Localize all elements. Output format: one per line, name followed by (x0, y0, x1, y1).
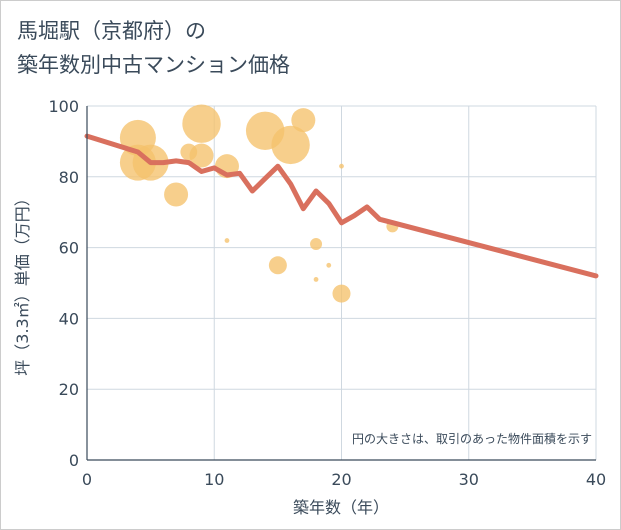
trend-line (84, 133, 599, 279)
bubble-size-note: 円の大きさは、取引のあった物件面積を示す (352, 431, 592, 446)
y-tick-label: 60 (59, 239, 79, 258)
bubble-point (164, 182, 189, 207)
y-tick-label: 80 (59, 168, 79, 187)
bubble-point (182, 104, 221, 143)
bubble-point (326, 262, 332, 268)
x-axis-label: 築年数（年） (293, 498, 389, 517)
trend-line-layer (84, 133, 599, 279)
bubble-point (332, 284, 351, 303)
tick-labels: 0 10 20 30 40 0 20 40 60 80 100 (48, 97, 606, 489)
chart-title: 馬堀駅（京都府）の 築年数別中古マンション価格 (17, 14, 290, 82)
y-tick-label: 100 (48, 97, 79, 116)
bubble-point (310, 238, 323, 251)
y-tick-label: 20 (59, 380, 79, 399)
bubble-point (291, 108, 316, 133)
bubble-point (271, 125, 310, 165)
y-tick-label: 0 (69, 451, 79, 470)
x-tick-label: 10 (204, 470, 224, 489)
bubble-point (224, 238, 230, 243)
y-tick-label: 40 (59, 309, 79, 328)
x-tick-label: 30 (459, 470, 479, 489)
bubble-point (268, 256, 287, 275)
x-tick-label: 20 (331, 470, 351, 489)
axes (86, 106, 596, 461)
bubble-point (339, 163, 344, 169)
bubble-point (189, 143, 214, 168)
y-axis-label: 坪（3.3㎡）単価（万円） (13, 190, 32, 375)
gridlines (87, 105, 597, 460)
bubble-point (313, 277, 319, 282)
x-tick-label: 40 (586, 470, 606, 489)
chart-title-line2: 築年数別中古マンション価格 (17, 53, 290, 77)
x-tick-label: 0 (82, 470, 92, 489)
chart-title-line1: 馬堀駅（京都府）の (17, 19, 206, 43)
